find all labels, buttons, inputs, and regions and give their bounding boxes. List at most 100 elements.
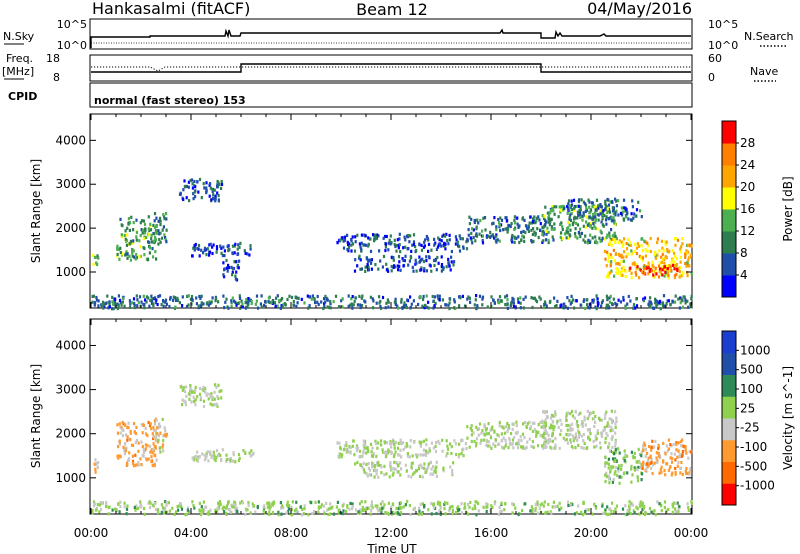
data-cell (165, 217, 168, 221)
data-cell (163, 217, 166, 221)
data-cell (644, 454, 647, 458)
data-cell (148, 500, 151, 504)
data-cell (592, 300, 595, 304)
data-cell (319, 505, 322, 509)
data-cell (376, 233, 379, 237)
data-cell (380, 465, 383, 469)
data-cell (466, 239, 469, 243)
data-cell (154, 235, 157, 239)
data-cell (504, 502, 507, 506)
data-cell (473, 504, 476, 508)
data-cell (487, 422, 490, 426)
data-cell (292, 303, 295, 307)
data-cell (423, 244, 426, 248)
data-cell (570, 294, 573, 298)
data-cell (231, 273, 234, 277)
data-cell (153, 422, 157, 426)
data-cell (392, 439, 395, 444)
data-cell (421, 453, 424, 457)
data-cell (529, 425, 532, 429)
data-cell (385, 268, 388, 272)
data-cell (588, 200, 591, 204)
data-cell (444, 242, 447, 246)
data-cell (676, 238, 680, 242)
x-axis-title: Time UT (366, 542, 417, 554)
data-cell (564, 438, 567, 442)
data-cell (638, 254, 641, 258)
data-cell (114, 507, 117, 511)
data-cell (398, 264, 401, 268)
data-cell (580, 434, 583, 438)
data-cell (375, 454, 378, 458)
data-cell (599, 203, 602, 207)
data-cell (526, 421, 529, 426)
data-cell (209, 182, 212, 186)
data-cell (314, 301, 317, 305)
data-cell (573, 416, 576, 420)
data-cell (361, 505, 364, 510)
data-cell (208, 253, 211, 257)
beam-title: Beam 12 (356, 0, 428, 19)
data-cell (612, 248, 615, 252)
data-cell (547, 438, 551, 442)
data-cell (616, 303, 619, 307)
data-cell (215, 449, 219, 453)
data-cell (521, 432, 525, 436)
data-cell (522, 229, 525, 234)
data-cell (594, 235, 597, 239)
data-cell (654, 254, 657, 258)
data-cell (200, 248, 203, 252)
data-cell (419, 463, 422, 467)
data-cell (202, 251, 205, 255)
data-cell (497, 434, 500, 438)
data-cell (383, 503, 386, 507)
data-cell (388, 475, 391, 479)
data-cell (360, 304, 364, 308)
data-cell (622, 472, 626, 476)
data-cell (324, 300, 327, 304)
data-cell (143, 222, 147, 227)
data-cell (123, 505, 126, 509)
data-cell (463, 502, 466, 506)
data-cell (550, 225, 553, 229)
data-cell (608, 449, 612, 453)
data-cell (534, 298, 537, 302)
data-cell (659, 468, 662, 472)
colorbar-tick-label: 28 (740, 136, 755, 150)
data-cell (657, 451, 660, 456)
data-cell (554, 437, 557, 441)
data-cell (162, 449, 165, 453)
data-cell (411, 461, 414, 465)
data-cell (641, 508, 644, 512)
data-cell (580, 510, 583, 514)
data-cell (532, 445, 535, 449)
data-cell (199, 398, 202, 402)
data-cell (498, 295, 502, 299)
data-cell (547, 240, 550, 245)
data-cell (231, 251, 234, 255)
data-cell (191, 500, 194, 504)
data-cell (144, 298, 147, 302)
data-cell (581, 420, 584, 424)
colorbar-swatch (722, 418, 736, 441)
data-cell (471, 241, 474, 245)
data-cell (605, 222, 608, 226)
data-cell (653, 252, 656, 256)
data-cell (138, 295, 142, 299)
data-cell (375, 468, 378, 472)
data-cell (496, 238, 499, 242)
data-cell (664, 452, 667, 456)
data-cell (492, 442, 495, 446)
data-cell (476, 306, 479, 310)
data-cell (227, 306, 230, 310)
data-cell (577, 412, 580, 417)
data-cell (211, 395, 214, 399)
data-cell (448, 307, 451, 311)
data-cell (184, 184, 187, 188)
data-cell (551, 205, 554, 209)
data-cell (529, 215, 532, 219)
data-cell (229, 458, 232, 462)
data-cell (126, 438, 129, 442)
data-cell (418, 506, 421, 510)
data-cell (584, 234, 587, 238)
